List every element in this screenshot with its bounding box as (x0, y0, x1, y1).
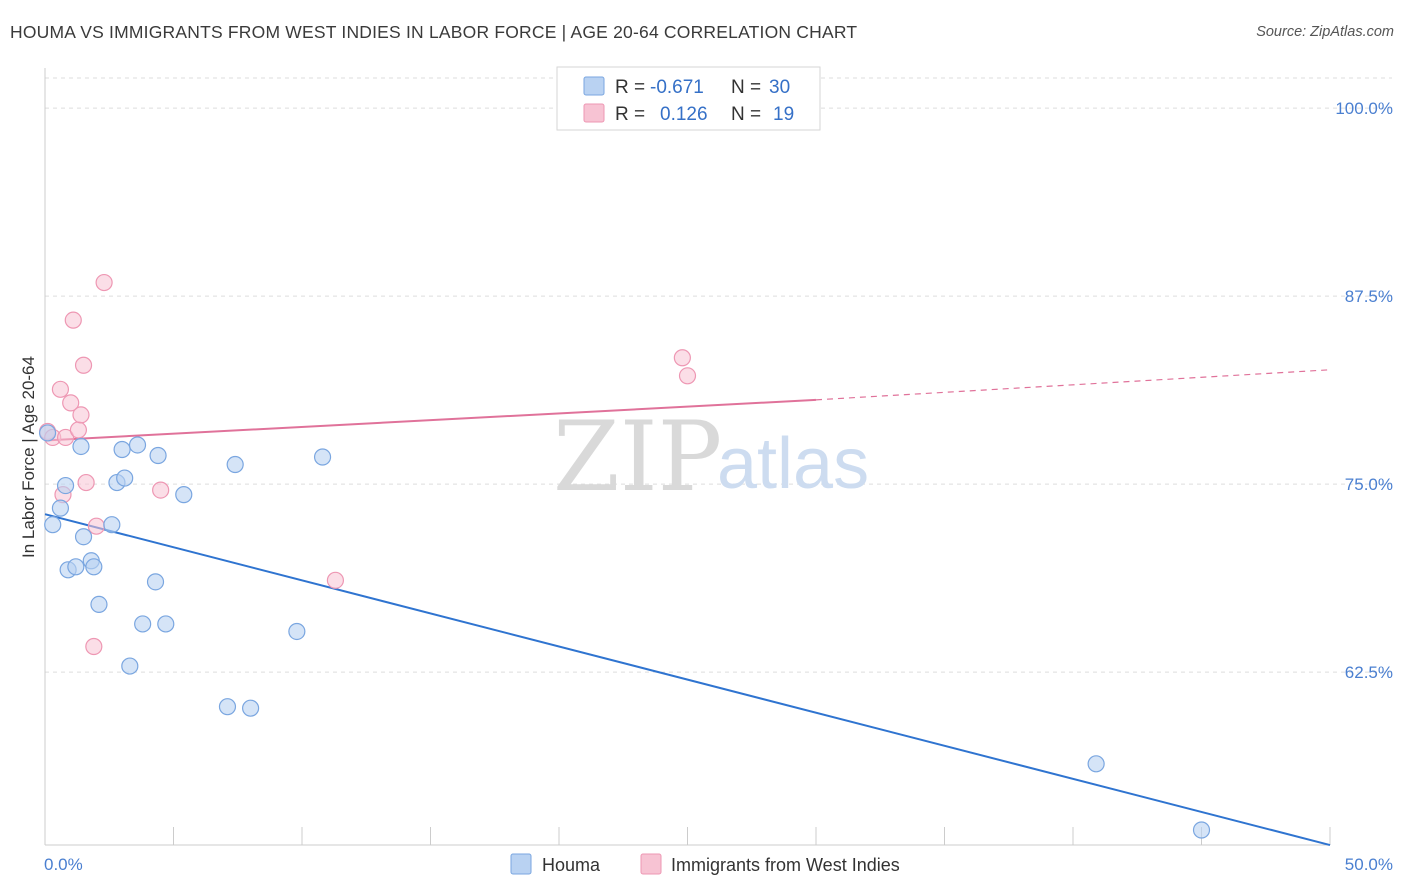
legend-n-value-1: 30 (769, 77, 790, 98)
watermark-zip: ZIP (553, 401, 722, 513)
legend-r-value-1: -0.671 (650, 77, 704, 98)
y-tick-label: 100.0% (1335, 99, 1393, 118)
point-houma (288, 622, 306, 641)
point-houma (121, 657, 139, 675)
point-houma (149, 446, 167, 465)
point-west-indies (62, 394, 80, 412)
trend-line-west-indies (44, 398, 817, 442)
trend-line-houma (44, 513, 1331, 847)
point-west-indies (51, 380, 70, 398)
legend-n-label-2: N = (731, 104, 761, 125)
data-points (38, 273, 1211, 839)
point-houma (116, 469, 134, 487)
point-west-indies (77, 473, 95, 492)
point-houma (44, 516, 62, 534)
point-houma (1192, 821, 1211, 839)
legend: R = -0.671 N = 30 R = 0.126 N = 19 (556, 66, 821, 131)
source-label: Source: ZipAtlas.com (1256, 24, 1394, 40)
legend-n-label-1: N = (731, 77, 761, 98)
chart-title: HOUMA VS IMMIGRANTS FROM WEST INDIES IN … (10, 22, 858, 42)
legend-r-label-1: R = (615, 77, 645, 98)
y-tick-label: 87.5% (1345, 287, 1393, 306)
legend-swatch-houma (583, 76, 605, 96)
point-houma (175, 486, 193, 504)
trend-lines (44, 369, 1331, 847)
point-houma (226, 455, 244, 474)
point-houma (74, 528, 93, 546)
point-houma (146, 573, 165, 591)
point-houma (157, 615, 175, 633)
point-west-indies (74, 356, 93, 374)
point-west-indies (95, 273, 113, 292)
y-axis-label: In Labor Force | Age 20-64 (19, 356, 38, 558)
bottom-legend-swatch-houma (510, 853, 532, 875)
y-tick-label: 62.5% (1345, 663, 1393, 682)
point-west-indies (85, 637, 103, 656)
bottom-legend-swatch-west-indies (640, 853, 662, 875)
point-houma (113, 440, 131, 459)
point-west-indies (56, 428, 75, 447)
bottom-legend: Houma Immigrants from West Indies (510, 853, 900, 875)
point-west-indies (326, 571, 345, 589)
x-tick-labels: 0.0% 50.0% (44, 855, 1393, 874)
axes (44, 68, 1331, 846)
point-houma (72, 437, 90, 456)
x-tick-label: 50.0% (1345, 855, 1393, 874)
point-west-indies (69, 421, 88, 439)
point-houma (56, 476, 75, 495)
y-tick-labels: 62.5% 75.0% 87.5% 100.0% (1335, 99, 1393, 682)
point-houma (67, 558, 85, 576)
grid-lines (45, 77, 1392, 673)
point-west-indies (673, 349, 691, 367)
bottom-legend-label-west-indies: Immigrants from West Indies (671, 855, 900, 875)
point-houma (242, 699, 260, 717)
legend-swatch-west-indies (583, 103, 605, 123)
point-west-indies (64, 311, 82, 329)
watermark: ZIP atlas (553, 401, 869, 513)
point-west-indies (72, 406, 90, 424)
point-houma (128, 436, 147, 454)
legend-r-value-2: 0.126 (660, 104, 708, 125)
legend-r-label-2: R = (615, 104, 645, 125)
legend-n-value-2: 19 (773, 104, 794, 125)
watermark-atlas: atlas (717, 424, 869, 504)
point-houma (85, 558, 103, 576)
point-houma (90, 595, 108, 614)
point-houma (218, 698, 237, 716)
point-west-indies (87, 517, 106, 535)
point-houma (1087, 755, 1105, 773)
point-houma (313, 448, 332, 466)
point-west-indies (678, 367, 697, 385)
point-houma (51, 499, 70, 517)
point-west-indies (152, 481, 170, 499)
x-tick-label: 0.0% (44, 855, 83, 874)
point-houma (103, 516, 121, 534)
point-houma (134, 615, 152, 633)
point-houma (38, 424, 57, 442)
trend-line-west-indies-extension (815, 369, 1331, 401)
bottom-legend-label-houma: Houma (542, 855, 601, 875)
y-tick-label: 75.0% (1345, 475, 1393, 494)
